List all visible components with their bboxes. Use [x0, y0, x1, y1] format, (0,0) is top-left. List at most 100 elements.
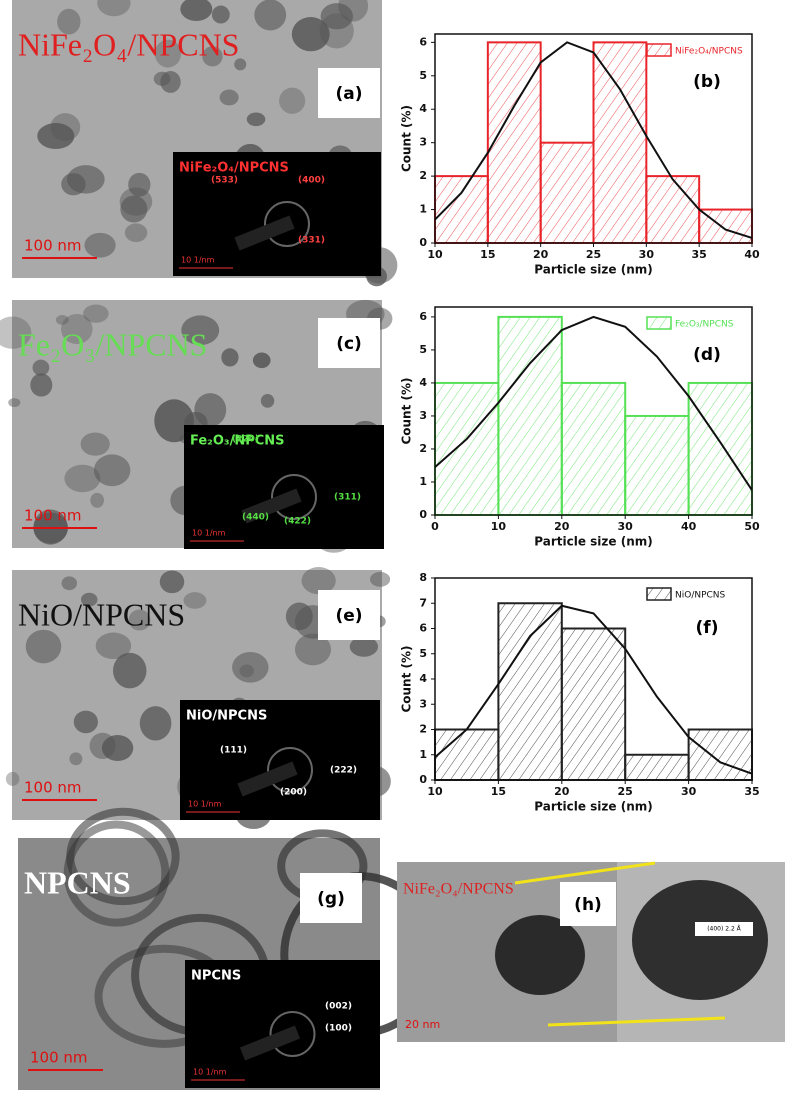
- y-tick-label: 6: [419, 35, 427, 48]
- x-tick-label: 15: [480, 248, 495, 261]
- panel-label: (b): [693, 72, 721, 92]
- bar: [434, 381, 500, 516]
- bar: [434, 175, 489, 244]
- y-tick-label: 3: [419, 136, 427, 149]
- bar: [560, 381, 627, 516]
- particle: [89, 732, 116, 759]
- legend-swatch: [646, 316, 672, 330]
- beam-stop: [237, 761, 298, 797]
- spot-label: (111): [220, 746, 247, 756]
- y-tick-label: 3: [419, 697, 427, 710]
- y-tick-label: 1: [419, 475, 427, 488]
- diffraction-ring: [267, 747, 313, 793]
- bar: [624, 753, 690, 781]
- x-tick-label: 30: [618, 520, 634, 533]
- beam-stop: [239, 1025, 301, 1061]
- scale-label: 100 nm: [30, 1049, 88, 1067]
- diffraction-inset: [184, 425, 384, 549]
- particle: [232, 652, 269, 683]
- x-tick-label: 50: [744, 520, 760, 533]
- particle: [80, 432, 110, 456]
- spot-label: (002): [325, 1002, 352, 1012]
- particle: [159, 570, 185, 594]
- x-tick-label: 30: [639, 248, 655, 261]
- diffraction-ring: [264, 201, 310, 247]
- particle: [285, 602, 313, 631]
- x-axis-label: Particle size (nm): [534, 263, 652, 277]
- particle: [181, 315, 220, 346]
- inset-title: Fe₂O₃/NPCNS: [190, 434, 285, 449]
- particle: [252, 352, 271, 369]
- particle: [370, 571, 391, 587]
- particle: [234, 58, 247, 71]
- particle: [279, 87, 306, 114]
- y-tick-label: 5: [419, 69, 427, 82]
- hrtem-title: NiFe₂O₄/NPCNS: [403, 881, 514, 898]
- label-box: [318, 318, 380, 368]
- particle: [73, 710, 98, 734]
- label-box: [560, 882, 616, 926]
- x-tick-label: 15: [491, 785, 506, 798]
- inset-scale: 10 1/nm: [192, 529, 226, 538]
- scale-label: 100 nm: [24, 779, 82, 797]
- particle: [119, 187, 153, 216]
- bar: [624, 414, 690, 517]
- panel-label: (g): [317, 889, 345, 909]
- legend-swatch: [646, 43, 672, 57]
- label-box: [300, 873, 362, 923]
- particle: [30, 373, 53, 397]
- x-tick-label: 40: [681, 520, 697, 533]
- inset-scale: 10 1/nm: [181, 256, 215, 265]
- bar: [592, 41, 648, 244]
- y-tick-label: 0: [419, 236, 427, 249]
- particle: [254, 0, 287, 31]
- bar: [539, 141, 595, 244]
- label-box: [318, 68, 380, 118]
- particle: [97, 0, 131, 17]
- panel-label: (c): [336, 334, 362, 354]
- particle: [90, 492, 105, 508]
- y-tick-label: 4: [419, 376, 427, 389]
- particle: [55, 315, 69, 325]
- particle: [83, 304, 109, 323]
- legend-label: NiFe₂O₄/NPCNS: [675, 47, 743, 57]
- bar: [687, 381, 753, 516]
- particle: [112, 652, 147, 689]
- panel-label: (f): [696, 618, 719, 638]
- inset-title: NPCNS: [191, 969, 241, 984]
- particle: [219, 89, 239, 106]
- x-tick-label: 35: [744, 785, 759, 798]
- inset-scale: 10 1/nm: [193, 1068, 227, 1077]
- particle: [239, 664, 254, 678]
- y-tick-label: 5: [419, 647, 427, 660]
- scale-label: 100 nm: [24, 507, 82, 525]
- particle: [128, 172, 151, 197]
- spot-label: (331): [298, 236, 325, 246]
- inset-scale: 10 1/nm: [188, 800, 222, 809]
- particle: [61, 576, 78, 591]
- particle: [294, 633, 331, 666]
- y-tick-label: 8: [419, 571, 427, 584]
- y-tick-label: 1: [419, 748, 427, 761]
- fringe-label: (400) 2.2 Å: [707, 926, 741, 933]
- bar: [434, 728, 500, 781]
- beam-stop: [241, 488, 302, 524]
- particle: [202, 46, 223, 67]
- plot-frame: [434, 306, 753, 516]
- x-tick-label: 20: [554, 520, 570, 533]
- particle: [153, 71, 171, 86]
- legend-label: NiO/NPCNS: [675, 591, 726, 601]
- particle: [93, 454, 131, 487]
- zoom-line: [547, 1016, 726, 1027]
- particle: [338, 0, 369, 22]
- particle: [301, 567, 336, 595]
- particle: [80, 592, 98, 607]
- spot-label: (422): [284, 517, 311, 527]
- y-tick-label: 2: [419, 723, 427, 736]
- spot-label: (100): [325, 1024, 352, 1034]
- y-tick-label: 7: [419, 596, 427, 609]
- particle: [32, 359, 50, 376]
- particle: [260, 394, 275, 408]
- x-tick-label: 40: [744, 248, 760, 261]
